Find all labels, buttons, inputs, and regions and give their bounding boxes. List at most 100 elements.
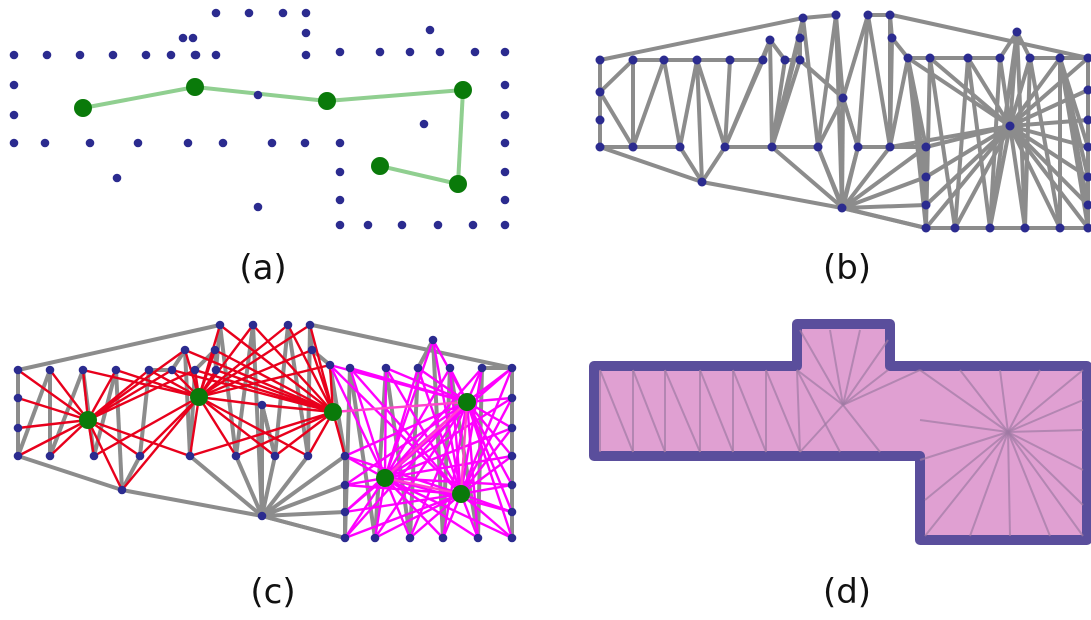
sample-point (335, 138, 345, 148)
mesh-edge (816, 146, 845, 209)
visibility-edge (310, 349, 335, 413)
path-node (318, 92, 336, 110)
mesh-vertex (13, 393, 23, 403)
mesh-vertex (837, 203, 847, 213)
mesh-vertex (190, 365, 200, 375)
mesh-edge-faded (732, 369, 767, 453)
mesh-edge (311, 323, 513, 370)
path-edge (82, 85, 196, 110)
visibility-edge (349, 366, 468, 404)
mesh-vertex (257, 511, 267, 521)
visibility-edge (197, 396, 238, 457)
mesh-vertex (950, 223, 960, 233)
mesh-edge (1008, 56, 1090, 128)
visibility-edge (286, 324, 335, 413)
mesh-vertex (325, 360, 335, 370)
mesh-edge (17, 454, 123, 492)
sample-point (301, 28, 311, 38)
mesh-vertex (887, 33, 897, 43)
mesh-vertex (831, 10, 841, 20)
mesh-edge (841, 146, 860, 209)
mesh-edge-faded (1007, 431, 1051, 537)
path-edge (326, 88, 464, 103)
mesh-vertex (180, 345, 190, 355)
visibility-edge (384, 396, 513, 480)
mesh-edge (841, 145, 892, 210)
mesh-vertex (507, 480, 517, 490)
mesh-edge (1028, 57, 1062, 229)
mesh-edge (1008, 124, 1090, 179)
sample-point (419, 119, 429, 129)
mesh-edge-faded (664, 369, 701, 453)
visibility-edge (189, 410, 334, 458)
mesh-vertex (595, 115, 605, 125)
mesh-edge-faded (1007, 399, 1084, 433)
visibility-edge (384, 401, 468, 479)
visibility-edge (87, 419, 141, 457)
mesh-vertex (135, 451, 145, 461)
visibility-edge (87, 349, 186, 421)
path-node (449, 175, 467, 193)
mesh-edge-faded (796, 369, 841, 453)
mesh-edge-faded (924, 431, 1009, 501)
sample-point (211, 8, 221, 18)
mesh-edge (1008, 124, 1090, 207)
mesh-edge (924, 124, 1012, 207)
sample-point (40, 138, 50, 148)
mesh-edge-faded (1007, 431, 1084, 506)
mesh-edge (856, 14, 870, 148)
sample-point (397, 220, 407, 230)
mesh-vertex (507, 507, 517, 517)
visibility-edge (198, 395, 263, 407)
visibility-edge (465, 401, 514, 539)
mesh-edge-faded (959, 369, 1009, 433)
mesh-vertex (1020, 223, 1030, 233)
mesh-vertex (795, 33, 805, 43)
sample-point (108, 50, 118, 60)
mesh-vertex (270, 451, 280, 461)
mesh-edge (891, 13, 1089, 60)
mesh-vertex (1083, 142, 1091, 152)
mesh-edge (384, 367, 412, 539)
path-node (371, 157, 389, 175)
mesh-vertex (995, 53, 1005, 63)
mesh-edge (188, 454, 264, 518)
visibility-edge (17, 369, 89, 421)
mesh-edge (261, 510, 346, 518)
mesh-vertex (167, 365, 177, 375)
mesh-edge (925, 124, 1011, 149)
mesh-edge-faded (799, 329, 844, 406)
visibility-hub (324, 403, 342, 421)
visibility-edge (184, 348, 334, 414)
mesh-edge-faded (1007, 429, 1084, 433)
visibility-edge (198, 363, 331, 399)
mesh-vertex (78, 365, 88, 375)
sample-point (244, 8, 254, 18)
mesh-vertex (780, 55, 790, 65)
mesh-edge-faded (1007, 431, 1011, 537)
mesh-edge (798, 58, 845, 100)
visibility-edge (87, 418, 191, 458)
panel-a-roadmap (9, 8, 510, 230)
mesh-vertex (985, 223, 995, 233)
sample-point (267, 138, 277, 148)
mesh-edge (906, 56, 1012, 128)
visibility-edge (459, 367, 514, 495)
mesh-edge (260, 404, 277, 457)
path-node (186, 78, 204, 96)
mesh-edge-faded (969, 431, 1009, 537)
mesh-edge-faded (919, 431, 1009, 461)
mesh-edge-faded (842, 329, 861, 406)
mesh-edge (1008, 125, 1062, 229)
mesh-edge (662, 59, 682, 148)
visibility-edge (344, 492, 462, 540)
mesh-edge-faded (796, 369, 844, 406)
visibility-edge (332, 400, 468, 414)
mesh-vertex (925, 53, 935, 63)
mesh-vertex (473, 533, 483, 543)
sample-point (9, 138, 19, 148)
mesh-vertex (758, 55, 768, 65)
sample-point (133, 138, 143, 148)
mesh-edge-faded (829, 329, 844, 406)
